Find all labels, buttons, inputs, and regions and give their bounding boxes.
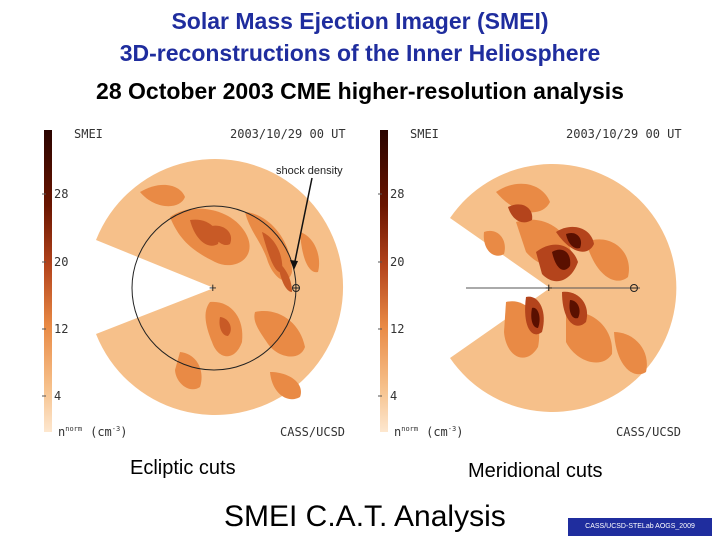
credit-label: CASS/UCSD	[280, 425, 345, 439]
density-peak-contours	[531, 232, 582, 328]
units-label: nnorm (cm-3)	[394, 425, 463, 439]
scale-label: 28	[54, 187, 68, 201]
title-line-2: 3D-reconstructions of the Inner Heliosph…	[119, 40, 601, 66]
ecliptic-caption: Ecliptic cuts	[130, 457, 236, 479]
units-label: nnorm (cm-3)	[58, 425, 127, 439]
scale-label: 4	[390, 389, 397, 403]
sun-marker-icon: +	[545, 280, 553, 295]
earth-marker-icon	[630, 284, 638, 292]
color-scale-bar	[44, 130, 52, 432]
scale-label: 20	[54, 255, 68, 269]
instrument-label: SMEI	[74, 127, 103, 141]
ecliptic-figure: 28 20 12 4 SMEI 2003/10/29 00 UT	[42, 127, 346, 439]
density-high-contours	[190, 219, 292, 336]
datetime-label: 2003/10/29 00 UT	[230, 127, 346, 141]
meridional-caption: Meridional cuts	[468, 460, 603, 482]
instrument-label: SMEI	[410, 127, 439, 141]
shock-pointer-arrow	[293, 177, 313, 267]
shock-pointer-head	[290, 260, 298, 270]
footer-title: SMEI C.A.T. Analysis	[224, 500, 506, 533]
title-line-1: Solar Mass Ejection Imager (SMEI)	[171, 8, 549, 34]
scale-label: 20	[390, 255, 404, 269]
ecliptic-panel: 28 20 12 4 SMEI 2003/10/29 00 UT	[30, 122, 366, 444]
earth-marker-icon	[292, 284, 300, 292]
meridional-panel: 28 20 12 4 SMEI 2003/10/29 00 UT	[366, 122, 702, 444]
credit-label: CASS/UCSD	[616, 425, 681, 439]
sun-marker-icon: +	[209, 280, 217, 295]
credit-badge: CASS/UCSD-STELab AOGS_2009	[568, 518, 712, 536]
meridional-figure: 28 20 12 4 SMEI 2003/10/29 00 UT	[378, 127, 682, 439]
color-scale-bar	[380, 130, 388, 432]
datetime-label: 2003/10/29 00 UT	[566, 127, 682, 141]
scale-label: 28	[390, 187, 404, 201]
density-disc	[96, 159, 344, 415]
scale-label: 12	[390, 322, 404, 336]
title-line-3: 28 October 2003 CME higher-resolution an…	[96, 78, 624, 104]
scale-label: 4	[54, 389, 61, 403]
shock-density-label: shock density	[276, 165, 343, 177]
scale-label: 12	[54, 322, 68, 336]
